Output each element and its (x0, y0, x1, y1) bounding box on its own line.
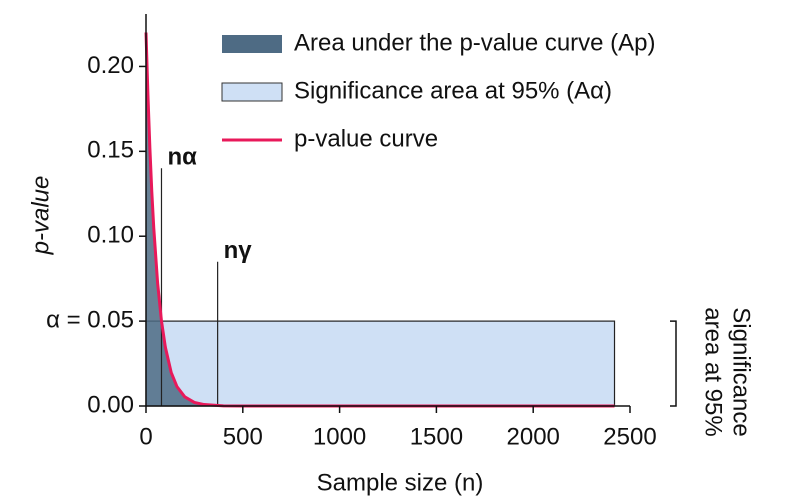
legend-label: Significance area at 95% (Aα) (294, 77, 612, 104)
bracket (670, 320, 677, 407)
x-tick-label: 1000 (313, 423, 366, 450)
legend-label: p-value curve (294, 125, 438, 152)
bracket-label: Significance (728, 307, 755, 436)
annotation-label: nγ (224, 237, 253, 264)
y-tick-label: 0.10 (87, 222, 134, 249)
y-tick-label: α = 0.05 (46, 306, 134, 333)
legend-label: Area under the p-value curve (Ap) (294, 29, 656, 56)
y-tick-label: 0.15 (87, 137, 134, 164)
x-tick-label: 0 (139, 423, 152, 450)
significance-area (145, 320, 616, 407)
annotation-label: nα (167, 144, 197, 171)
x-tick-label: 2500 (603, 423, 656, 450)
x-tick-label: 2000 (507, 423, 560, 450)
bracket-label: area at 95% (700, 307, 727, 436)
y-tick-label: 0.20 (87, 52, 134, 79)
x-axis-label: Sample size (n) (317, 469, 484, 496)
legend-swatch (221, 82, 283, 102)
x-tick-label: 500 (223, 423, 263, 450)
legend-swatch (222, 35, 282, 53)
y-axis-label: p-value (27, 176, 54, 256)
y-tick-label: 0.00 (87, 391, 134, 418)
x-tick-label: 1500 (410, 423, 463, 450)
